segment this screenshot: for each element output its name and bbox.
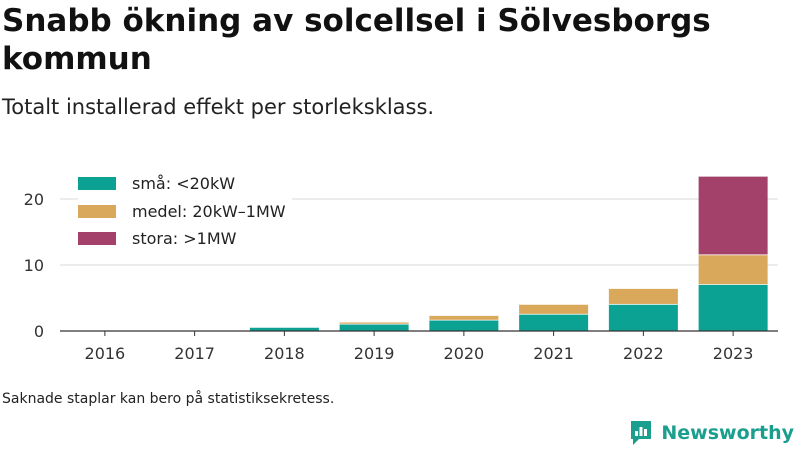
chart-legend: små: <20kW medel: 20kW–1MW stora: >1MW xyxy=(78,170,292,253)
legend-swatch-medium xyxy=(78,204,116,218)
y-tick-label-0: 0 xyxy=(34,322,44,341)
bar-2022-series-0 xyxy=(608,303,678,331)
bar-2020-series-0 xyxy=(429,319,499,331)
page-title: Snabb ökning av solcellsel i Sölvesborgs… xyxy=(2,3,711,77)
legend-label-medium: medel: 20kW–1MW xyxy=(132,201,286,221)
x-tick-label-2018: 2018 xyxy=(264,344,305,363)
footnote: Saknade staplar kan bero på statistiksek… xyxy=(2,391,335,407)
legend-swatch-large xyxy=(78,232,116,246)
x-tick-label-2016: 2016 xyxy=(85,344,126,363)
bar-2018-series-0 xyxy=(249,327,319,331)
legend-swatch-small xyxy=(78,177,116,191)
newsworthy-logo-icon xyxy=(631,421,652,445)
y-tick-label-20: 20 xyxy=(24,190,44,209)
legend-item-small[interactable]: små: <20kW xyxy=(78,170,286,198)
x-tick-label-2023: 2023 xyxy=(713,344,754,363)
bar-2019-series-0 xyxy=(339,323,409,331)
legend-item-medium[interactable]: medel: 20kW–1MW xyxy=(78,198,286,226)
x-tick-label-2022: 2022 xyxy=(623,344,664,363)
page-subtitle: Totalt installerad effekt per storlekskl… xyxy=(2,95,435,119)
legend-item-large[interactable]: stora: >1MW xyxy=(78,225,286,253)
x-tick-label-2017: 2017 xyxy=(174,344,215,363)
x-tick-label-2020: 2020 xyxy=(444,344,485,363)
x-tick-label-2019: 2019 xyxy=(354,344,395,363)
bar-2023-series-1 xyxy=(698,254,768,285)
legend-label-large: stora: >1MW xyxy=(132,229,237,249)
bar-2021-series-0 xyxy=(519,313,589,331)
x-tick-label-2021: 2021 xyxy=(533,344,574,363)
brand-name: Newsworthy xyxy=(661,422,794,444)
y-tick-label-10: 10 xyxy=(24,256,44,275)
bar-2020-series-1 xyxy=(429,315,499,320)
bar-2022-series-1 xyxy=(608,288,678,304)
bar-2023-series-0 xyxy=(698,284,768,331)
brand-logo[interactable]: Newsworthy xyxy=(629,419,794,447)
legend-label-small: små: <20kW xyxy=(132,174,236,194)
bar-2021-series-1 xyxy=(519,303,589,314)
bar-2019-series-1 xyxy=(339,321,409,324)
bar-2023-series-2 xyxy=(698,175,768,255)
